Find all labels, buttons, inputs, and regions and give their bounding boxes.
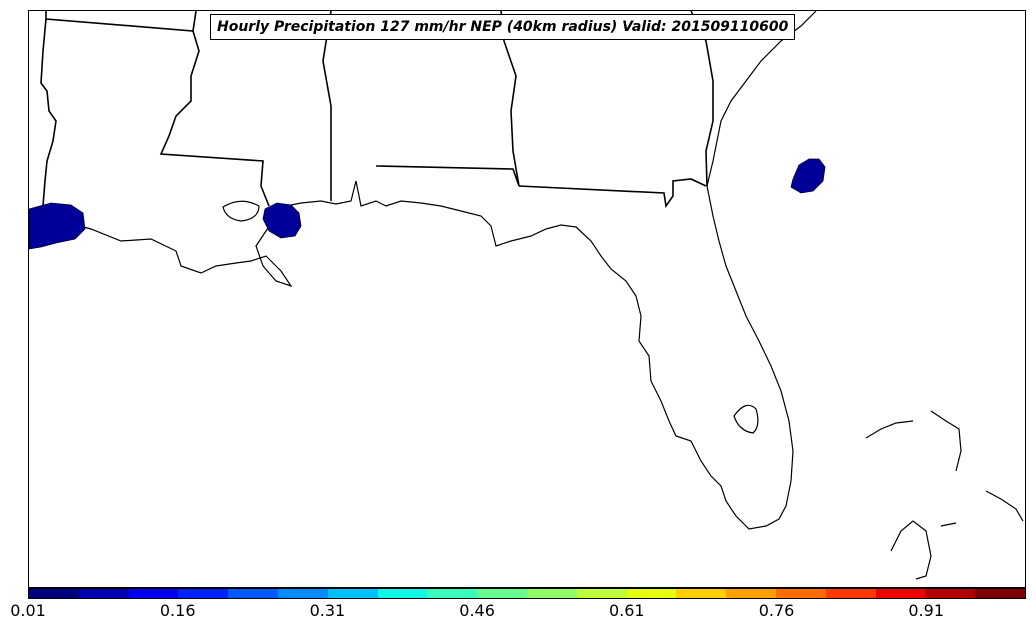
map-frame[interactable] bbox=[28, 10, 1026, 588]
colorbar-segment bbox=[427, 589, 478, 598]
cuba-coast bbox=[865, 420, 914, 439]
colorbar-segment bbox=[377, 589, 428, 598]
colorbar-segment bbox=[277, 589, 328, 598]
precip-area-atlantic bbox=[790, 158, 826, 194]
coastlines bbox=[29, 11, 1024, 580]
colorbar-segment bbox=[626, 589, 677, 598]
colorbar bbox=[28, 588, 1026, 599]
small-island bbox=[940, 522, 957, 527]
colorbar-segment bbox=[925, 589, 976, 598]
colorbar-segment bbox=[975, 589, 1025, 598]
colorbar-tick-label: 0.91 bbox=[908, 601, 944, 620]
state-borders bbox=[40, 11, 714, 209]
colorbar-segment bbox=[128, 589, 179, 598]
gulf-coast-louisiana bbox=[29, 205, 293, 288]
colorbar-tick-label: 0.46 bbox=[459, 601, 495, 620]
lake-pontchartrain bbox=[222, 200, 260, 222]
colorbar-segment bbox=[875, 589, 926, 598]
colorbar-segment bbox=[477, 589, 527, 598]
colorbar-tick-label: 0.76 bbox=[758, 601, 795, 620]
colorbar-segment bbox=[775, 589, 826, 598]
gulf-coast-ms-al bbox=[285, 180, 794, 530]
colorbar-segment bbox=[178, 589, 229, 598]
cuba-island bbox=[890, 520, 932, 580]
colorbar-segment bbox=[576, 589, 627, 598]
colorbar-segment bbox=[228, 589, 278, 598]
colorbar-tick-label: 0.01 bbox=[10, 601, 46, 620]
lake-okeechobee bbox=[733, 404, 759, 434]
precip-area-west bbox=[29, 202, 86, 250]
map-title: Hourly Precipitation 127 mm/hr NEP (40km… bbox=[217, 19, 789, 35]
alabama-florida-border bbox=[375, 165, 520, 187]
colorbar-ticks: 0.01 0.16 0.31 0.46 0.61 0.76 0.91 bbox=[10, 599, 1026, 633]
precipitation-areas bbox=[29, 158, 826, 250]
colorbar-tick-label: 0.16 bbox=[159, 601, 196, 620]
arkansas-louisiana-border bbox=[45, 11, 197, 32]
map-canvas[interactable] bbox=[29, 11, 1026, 588]
colorbar-segment bbox=[825, 589, 876, 598]
colorbar-segment bbox=[78, 589, 129, 598]
mississippi-river-border bbox=[40, 18, 57, 207]
colorbar-segment bbox=[726, 589, 776, 598]
bahamas-island-1 bbox=[930, 410, 962, 472]
colorbar-tick-label: 0.31 bbox=[309, 601, 346, 620]
map-title-box: Hourly Precipitation 127 mm/hr NEP (40km… bbox=[210, 14, 796, 40]
colorbar-segment bbox=[526, 589, 577, 598]
colorbar-segment bbox=[327, 589, 378, 598]
colorbar-segment bbox=[29, 589, 79, 598]
colorbar-tick-label: 0.61 bbox=[608, 601, 645, 620]
georgia-florida-border bbox=[518, 178, 707, 209]
colorbar-segment bbox=[676, 589, 727, 598]
mississippi-louisiana-border bbox=[159, 30, 270, 207]
precip-area-mobile bbox=[262, 202, 302, 239]
bahamas-island-2 bbox=[985, 490, 1024, 522]
